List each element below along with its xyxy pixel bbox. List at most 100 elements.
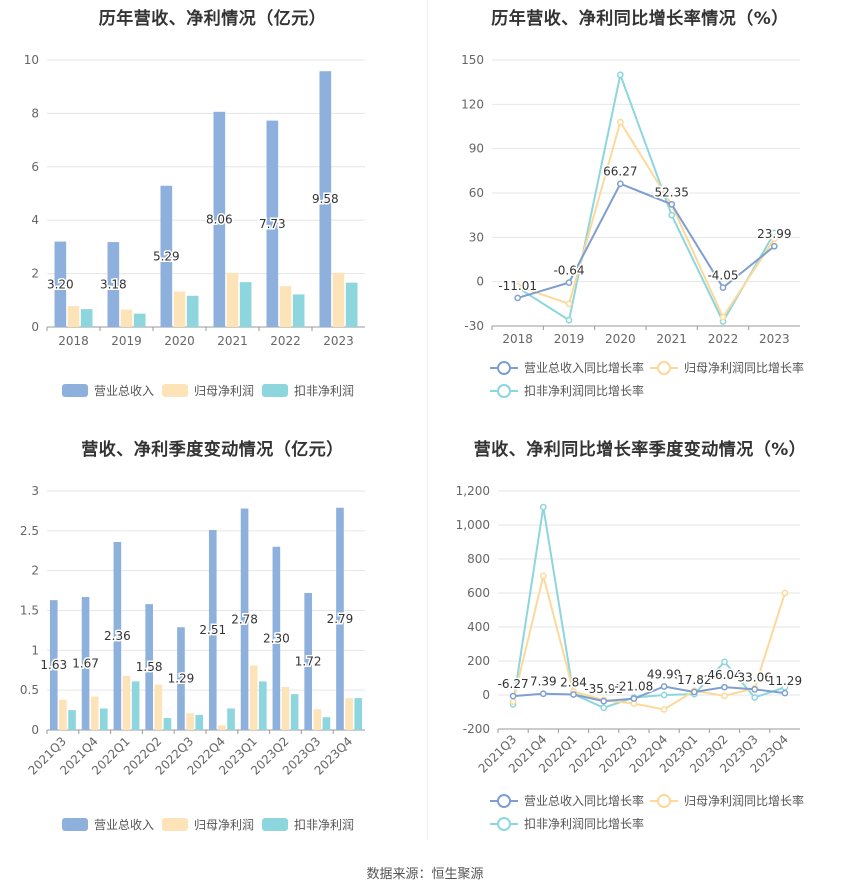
series-point <box>600 697 608 705</box>
bar <box>173 291 186 327</box>
bar <box>145 604 153 730</box>
y-tick-label: -200 <box>463 722 490 736</box>
legend-item[interactable]: 归母净利润同比增长率 <box>650 792 804 809</box>
bar <box>80 309 93 327</box>
legend-item[interactable]: 归母净利润 <box>162 382 254 399</box>
y-tick-label: 200 <box>467 654 490 668</box>
y-tick-label: 10 <box>24 53 39 67</box>
legend-swatch <box>162 818 188 831</box>
legend-item[interactable]: 营业总收入 <box>62 816 154 833</box>
legend-item[interactable]: 营业总收入同比增长率 <box>490 792 644 809</box>
series-point <box>509 692 517 700</box>
y-tick-label: 30 <box>469 230 484 244</box>
legend-label: 扣非净利润同比增长率 <box>524 384 645 398</box>
bar <box>113 541 122 730</box>
series-point <box>539 572 547 580</box>
data-label: 7.39 <box>530 675 557 689</box>
bar <box>345 282 358 327</box>
x-tick-label: 2022 <box>708 332 739 346</box>
series-point <box>668 200 676 208</box>
data-label: 1.72 <box>295 654 322 668</box>
series-line <box>517 71 776 324</box>
bar <box>160 185 173 327</box>
series-line <box>517 119 776 320</box>
chart-title: 营收、净利同比增长率季度变动情况（%） <box>473 440 807 460</box>
series-point <box>770 242 778 250</box>
bar <box>218 725 226 730</box>
series-point <box>781 589 789 597</box>
data-label: 2.51 <box>199 623 226 637</box>
chart-plot: -20002004006008001,0001,2002021Q32021Q42… <box>456 484 804 776</box>
x-tick-label: 2018 <box>58 334 89 348</box>
data-source: 数据来源：恒生聚源 <box>366 867 484 882</box>
x-tick-label: 2021 <box>656 332 687 346</box>
legend-label: 营业总收入同比增长率 <box>524 794 645 808</box>
data-label: -35.91 <box>584 682 623 696</box>
bar <box>49 600 58 730</box>
legend-swatch <box>62 818 88 831</box>
x-tick-label: 2021 <box>217 334 248 348</box>
bar <box>68 710 76 730</box>
legend-item[interactable]: 扣非净利润同比增长率 <box>490 382 644 399</box>
series-point <box>565 316 573 324</box>
legend-item[interactable]: 营业总收入 <box>62 382 154 399</box>
series-point <box>514 294 522 302</box>
bar <box>227 708 235 730</box>
legend-item[interactable]: 扣非净利润同比增长率 <box>490 815 644 832</box>
legend-item[interactable]: 扣非净利润 <box>262 382 354 399</box>
data-label: 3.20 <box>47 277 74 291</box>
series-point <box>630 695 638 702</box>
y-tick-label: 1,200 <box>456 484 490 498</box>
x-tick-label: 2020 <box>164 334 195 348</box>
y-tick-label: 4 <box>31 213 39 227</box>
bar <box>345 698 353 730</box>
chart-title: 历年营收、净利同比增长率情况（%） <box>491 9 789 29</box>
bar <box>213 111 226 327</box>
bar <box>249 665 258 730</box>
data-label: 1.58 <box>136 660 163 674</box>
series-point <box>616 71 624 79</box>
legend-label: 扣非净利润 <box>294 818 355 832</box>
legend-swatch <box>62 384 88 397</box>
x-tick-label: 2019 <box>111 334 142 348</box>
bar <box>240 508 249 730</box>
legend-label: 营业总收入 <box>94 384 155 398</box>
series-point <box>565 279 573 286</box>
data-label: 2.79 <box>327 612 354 626</box>
bar <box>154 684 163 730</box>
data-label: 66.27 <box>603 165 637 179</box>
legend-swatch <box>490 793 518 808</box>
legend-label: 扣非净利润同比增长率 <box>524 817 645 831</box>
series-point <box>539 690 547 698</box>
legend-label: 归母净利润 <box>194 384 255 398</box>
legend-item[interactable]: 营业总收入同比增长率 <box>490 359 644 376</box>
bar <box>319 71 332 328</box>
data-label: -4.05 <box>707 269 738 283</box>
x-tick-label: 2018 <box>502 332 533 346</box>
bar <box>290 694 299 730</box>
legend-label: 归母净利润同比增长率 <box>684 794 805 808</box>
legend-item[interactable]: 扣非净利润 <box>262 816 354 833</box>
data-label: 1.29 <box>168 672 195 686</box>
legend-swatch <box>262 818 288 831</box>
bar <box>100 708 108 730</box>
series-point <box>690 688 698 696</box>
series-point <box>570 691 577 698</box>
series-point <box>719 313 727 321</box>
series-point <box>616 180 624 188</box>
bar <box>120 309 133 327</box>
legend-swatch <box>490 360 518 375</box>
data-label: 46.04 <box>707 668 741 682</box>
legend-label: 营业总收入同比增长率 <box>524 361 645 375</box>
legend-item[interactable]: 归母净利润同比增长率 <box>650 359 804 376</box>
y-tick-label: 120 <box>461 97 484 111</box>
bar <box>67 306 80 327</box>
y-tick-label: 90 <box>469 142 484 156</box>
quarterly-revenue-profit-chart: 营收、净利季度变动情况（亿元） 0 0.5 1 1.5 2 2.5 3 2021Q3 2021Q… <box>0 425 425 845</box>
data-label: -21.08 <box>615 680 654 694</box>
series-line <box>513 685 786 703</box>
legend-swatch <box>262 384 288 397</box>
legend-item[interactable]: 归母净利润 <box>162 816 254 833</box>
series-line <box>517 182 775 299</box>
data-label: 17.82 <box>677 673 711 687</box>
